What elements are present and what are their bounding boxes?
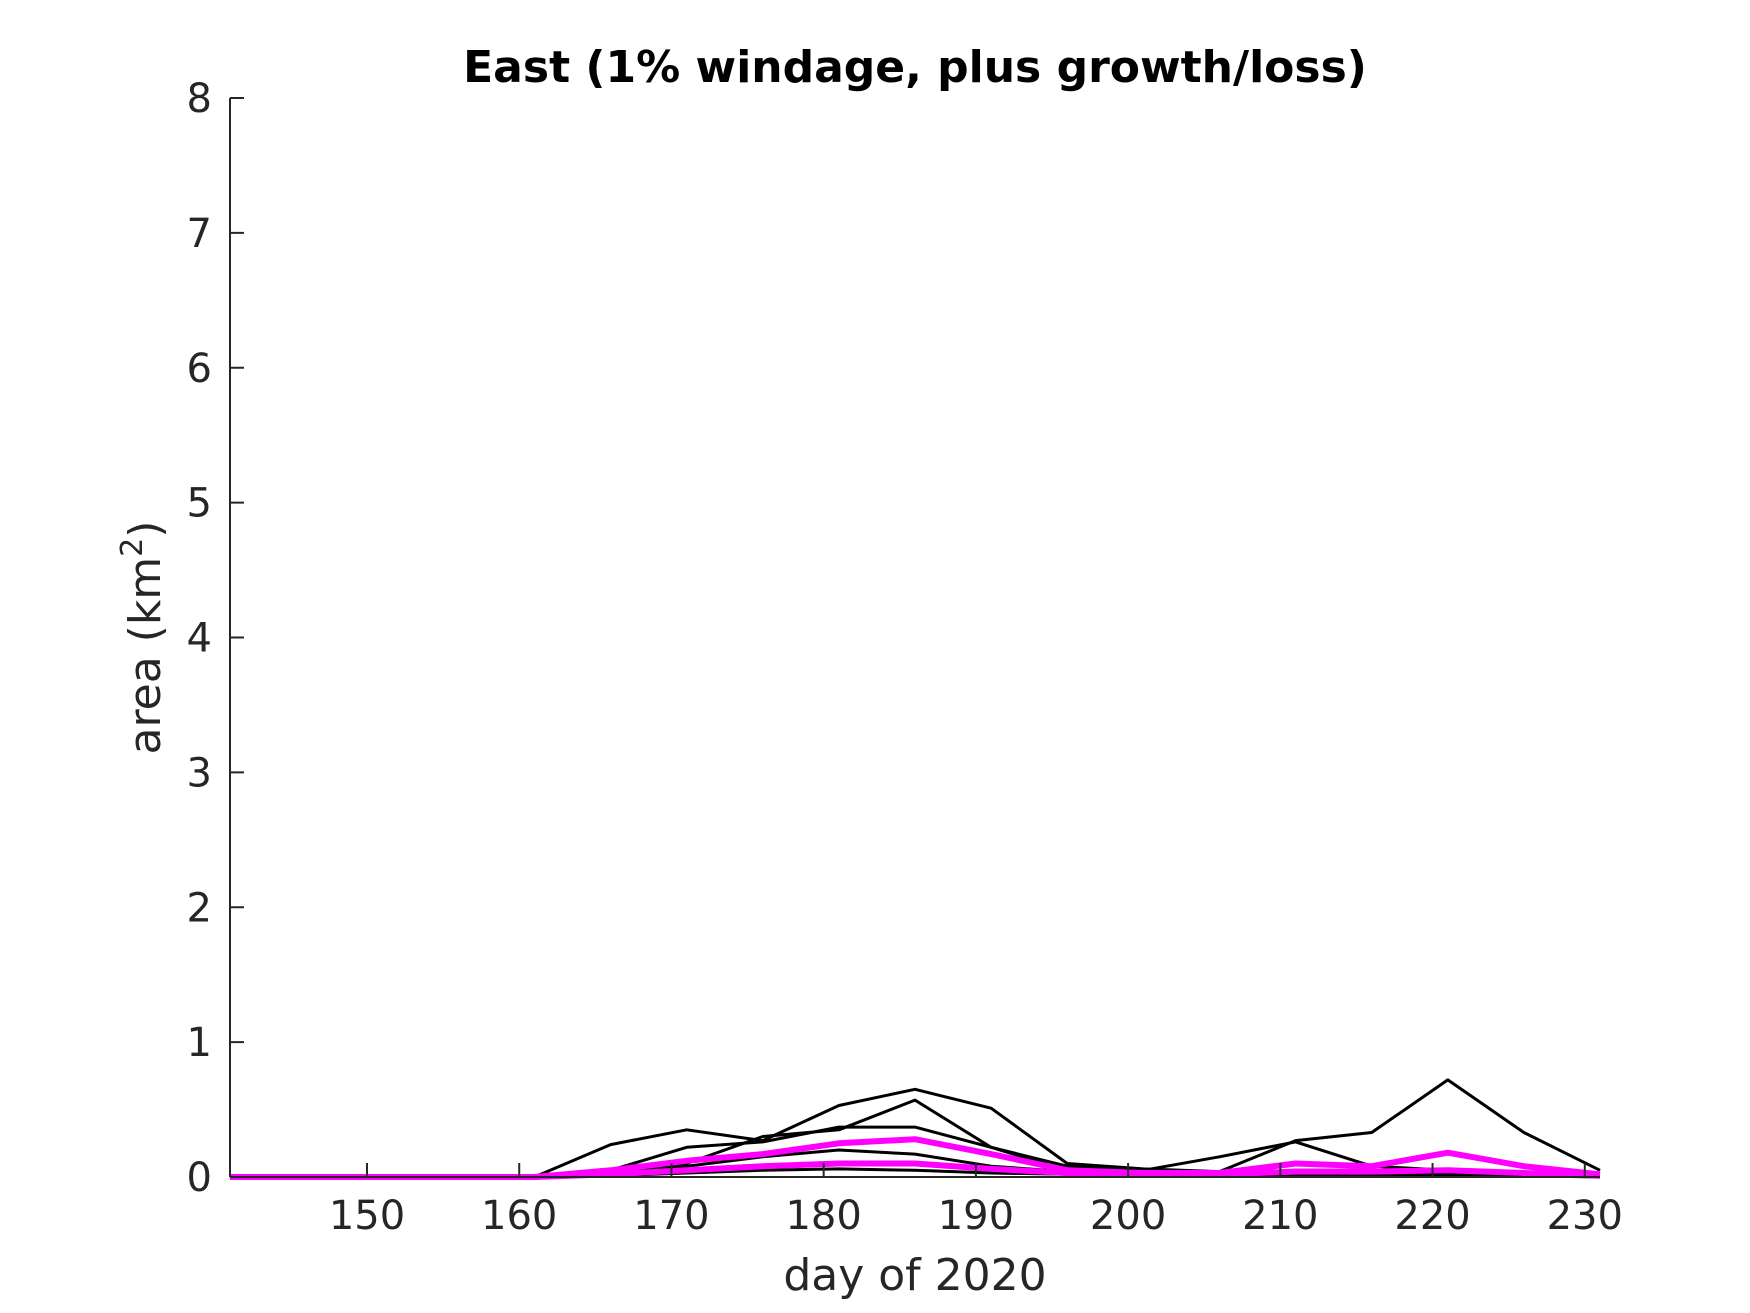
x-tick-label: 200 xyxy=(1090,1193,1166,1239)
x-tick-label: 220 xyxy=(1394,1193,1470,1239)
x-tick-label: 230 xyxy=(1547,1193,1623,1239)
y-tick-label: 8 xyxy=(187,76,212,122)
x-ticks: 150 160 170 180 190 200 210 220 230 xyxy=(329,1163,1623,1239)
y-tick-label: 7 xyxy=(187,211,212,257)
x-tick-label: 180 xyxy=(785,1193,861,1239)
y-tick-label: 5 xyxy=(187,481,212,527)
x-tick-label: 170 xyxy=(633,1193,709,1239)
y-axis-label-main: area (km xyxy=(120,557,171,755)
x-tick-label: 210 xyxy=(1242,1193,1318,1239)
x-tick-label: 190 xyxy=(938,1193,1014,1239)
y-tick-label: 4 xyxy=(187,616,212,662)
x-tick-label: 150 xyxy=(329,1193,405,1239)
y-tick-label: 2 xyxy=(187,885,212,931)
y-axis-label-close: ) xyxy=(120,521,171,538)
y-tick-label: 1 xyxy=(187,1020,212,1066)
y-ticks: 0 1 2 3 4 5 6 7 8 xyxy=(187,76,244,1201)
chart-title: East (1% windage, plus growth/loss) xyxy=(463,42,1367,93)
x-axis-label: day of 2020 xyxy=(783,1250,1046,1301)
y-axis-label-superscript: 2 xyxy=(115,538,150,557)
y-tick-label: 6 xyxy=(187,346,212,392)
y-axis-label: area (km2) xyxy=(115,521,171,755)
y-tick-label: 3 xyxy=(187,750,212,796)
y-tick-label: 0 xyxy=(187,1155,212,1201)
x-tick-label: 160 xyxy=(481,1193,557,1239)
